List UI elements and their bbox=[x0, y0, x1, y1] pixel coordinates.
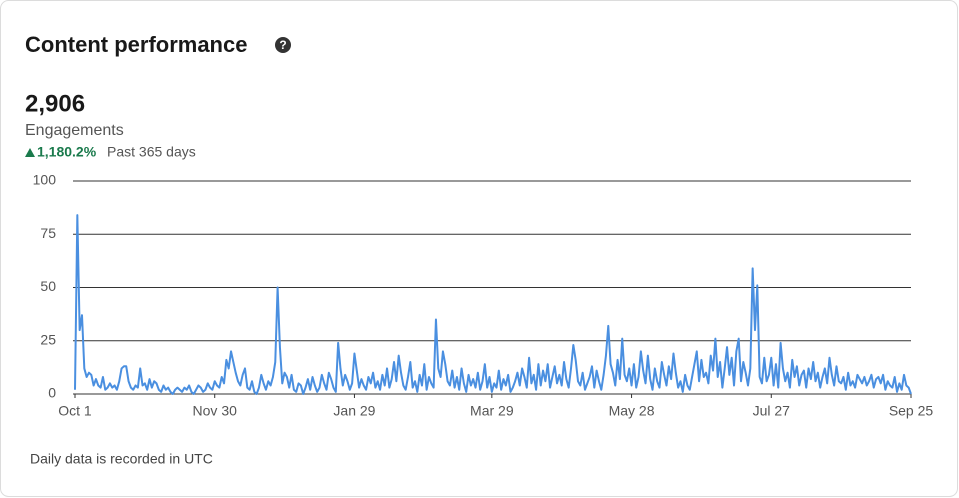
x-tick-label: Nov 30 bbox=[193, 403, 238, 419]
engagement-line bbox=[74, 214, 912, 395]
x-tick-label: Oct 1 bbox=[58, 403, 92, 419]
footnote: Daily data is recorded in UTC bbox=[30, 451, 213, 467]
y-tick-label: 50 bbox=[40, 278, 56, 294]
x-tick-label: Sep 25 bbox=[889, 403, 934, 419]
x-tick-label: Jan 29 bbox=[333, 403, 375, 419]
up-arrow bbox=[25, 148, 35, 157]
x-tick-label: May 28 bbox=[609, 403, 655, 419]
x-tick-label: Jul 27 bbox=[753, 403, 791, 419]
summary-metric: Engagements bbox=[25, 122, 124, 139]
y-tick-label: 75 bbox=[40, 225, 56, 241]
x-tick-label: Mar 29 bbox=[470, 403, 514, 419]
svg-text:?: ? bbox=[279, 38, 286, 52]
y-tick-label: 100 bbox=[33, 172, 57, 188]
help-icon[interactable]: ? bbox=[275, 37, 291, 53]
summary-change: 1,180.2% bbox=[37, 144, 97, 160]
y-tick-label: 25 bbox=[40, 331, 56, 347]
plot: 0 25 50 75 100 Oct 1 Nov 30 Jan 29 Mar 29 May 28 J… bbox=[33, 172, 934, 419]
summary-period: Past 365 days bbox=[107, 144, 196, 160]
summary-value: 2,906 bbox=[25, 90, 85, 117]
card-title: Content performance bbox=[25, 32, 247, 57]
y-tick-label: 0 bbox=[48, 385, 56, 401]
